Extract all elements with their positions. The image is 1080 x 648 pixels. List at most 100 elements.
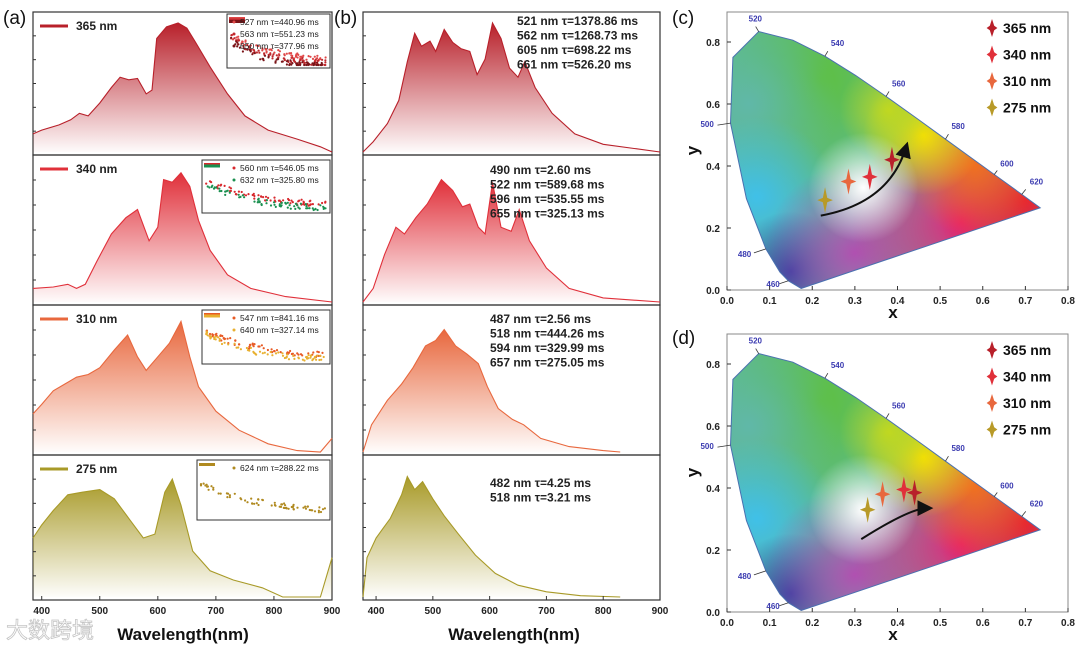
decay-dot <box>206 485 209 488</box>
decay-dot <box>283 356 286 360</box>
decay-dot <box>212 488 215 491</box>
decay-dot <box>315 358 318 361</box>
decay-dot <box>237 43 240 46</box>
decay-dot <box>233 37 236 40</box>
locus-wavelength-label: 460 <box>766 602 780 611</box>
decay-dot <box>291 506 294 509</box>
x-tick-label: 0.7 <box>1018 296 1032 307</box>
decay-dot <box>253 49 256 52</box>
decay-dot <box>228 496 231 499</box>
decay-dot <box>235 346 238 349</box>
locus-tick <box>993 170 998 175</box>
x-tick-label: 0.3 <box>848 296 862 307</box>
decay-dot <box>292 503 295 506</box>
decay-dot <box>319 204 322 207</box>
decay-dot <box>243 47 246 50</box>
decay-dot <box>286 59 289 62</box>
decay-dot <box>220 189 223 193</box>
decay-dot <box>270 348 273 351</box>
decay-dot <box>291 62 294 65</box>
decay-dot <box>291 201 294 204</box>
y-tick-label: 0.6 <box>706 100 720 111</box>
decay-dot <box>248 343 252 346</box>
decay-dot <box>246 48 249 51</box>
locus-tick <box>993 492 998 497</box>
legend-label: 365 nm <box>1003 20 1051 36</box>
x-tick-label: 0.1 <box>763 618 777 629</box>
decay-dot <box>244 194 248 197</box>
decay-dot <box>314 207 317 210</box>
decay-dot <box>226 496 229 499</box>
spectrum-line <box>362 21 661 153</box>
lifetime-label: 521 nm τ=1378.86 ms <box>517 14 638 28</box>
decay-dot <box>237 35 240 38</box>
decay-dot <box>278 505 281 508</box>
x-tick-label: 400 <box>368 606 385 617</box>
decay-dot <box>304 203 307 206</box>
decay-initial <box>204 164 220 168</box>
decay-dot <box>320 358 323 361</box>
decay-dot <box>277 56 280 59</box>
decay-dot <box>286 353 289 356</box>
decay-dot <box>298 59 301 62</box>
decay-dot <box>292 508 295 511</box>
spectrum-fill <box>363 23 660 152</box>
decay-dot <box>219 492 222 495</box>
decay-dot <box>316 354 319 357</box>
x-tick-label: 0.4 <box>891 618 905 629</box>
decay-dot <box>281 352 284 355</box>
decay-dot <box>277 351 280 354</box>
decay-dot <box>324 56 327 59</box>
spectrum-fill <box>363 476 621 597</box>
decay-dot <box>208 186 211 189</box>
decay-dot <box>324 200 327 203</box>
decay-dot <box>263 54 267 57</box>
decay-dot <box>234 339 237 342</box>
locus-tick <box>1021 511 1027 517</box>
decay-dot <box>305 58 308 61</box>
locus-wavelength-label: 500 <box>700 120 714 129</box>
lifetime-label: 655 nm τ=325.13 ms <box>490 207 605 221</box>
decay-dot <box>269 204 273 207</box>
decay-dot <box>239 497 242 500</box>
decay-dot <box>263 52 266 55</box>
legend-label: 340 nm <box>76 162 117 176</box>
decay-dot <box>258 51 261 54</box>
decay-dot <box>298 199 301 202</box>
inset-legend-marker <box>232 44 236 48</box>
decay-dot <box>303 63 306 67</box>
lifetime-label: 518 nm τ=3.21 ms <box>490 491 591 505</box>
decay-dot <box>220 342 224 346</box>
decay-dot <box>252 192 255 195</box>
lifetime-label: 487 nm τ=2.56 ms <box>490 312 591 326</box>
decay-dot <box>305 205 308 208</box>
decay-dot <box>267 55 270 58</box>
x-tick-label: 800 <box>595 606 612 617</box>
decay-dot <box>258 350 262 353</box>
decay-dot <box>296 352 299 355</box>
panel-a-xlabel: Wavelength(nm) <box>117 625 249 644</box>
decay-dot <box>308 63 311 66</box>
decay-dot <box>239 195 242 198</box>
lifetime-label: 482 nm τ=4.25 ms <box>490 476 591 490</box>
decay-dot <box>282 199 285 202</box>
decay-dot <box>265 51 268 54</box>
x-tick-label: 800 <box>266 606 283 617</box>
decay-dot <box>249 50 252 53</box>
decay-dot <box>261 352 264 355</box>
spectrum-fill <box>33 172 332 302</box>
decay-dot <box>296 204 299 207</box>
decay-dot <box>238 39 241 42</box>
decay-dot <box>296 56 299 59</box>
locus-tick <box>945 133 949 140</box>
decay-dot <box>231 38 235 41</box>
cie-point-340-nm <box>861 163 878 190</box>
decay-dot <box>295 53 298 56</box>
decay-dot <box>273 503 276 507</box>
x-tick-label: 900 <box>652 606 669 617</box>
decay-dot <box>257 44 260 48</box>
decay-dot <box>210 181 213 184</box>
decay-dot <box>246 501 249 504</box>
locus-tick <box>753 248 767 254</box>
decay-dot <box>275 349 279 352</box>
